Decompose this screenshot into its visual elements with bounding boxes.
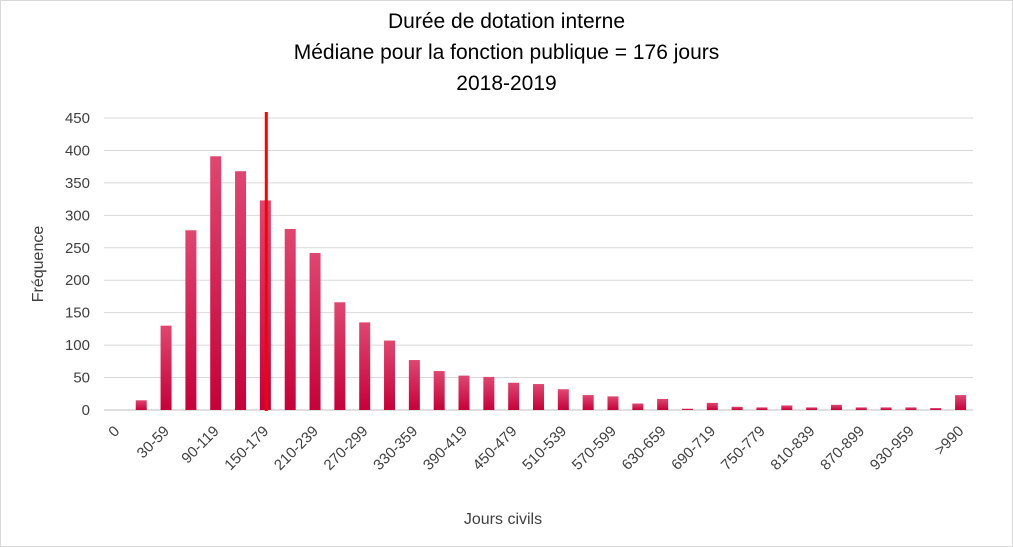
bar: 600-629: 10 xyxy=(632,403,644,410)
x-tick-label: 30-59 xyxy=(134,423,173,462)
bar: 780-809: 7 xyxy=(781,405,793,410)
x-tick-label: 750-779 xyxy=(718,423,769,474)
x-tick-label: 450-479 xyxy=(470,423,521,474)
bar: 450-479: 42 xyxy=(508,382,520,410)
y-tick-label: 50 xyxy=(73,370,90,387)
bar: 630-659: 17 xyxy=(657,398,669,410)
bar: 60-89: 277 xyxy=(185,230,197,410)
x-tick-label: 630-659 xyxy=(619,423,670,474)
x-tick-label: 0 xyxy=(105,423,123,441)
bar: 960-989: 3 xyxy=(930,408,942,410)
x-tick-label: 570-599 xyxy=(569,423,620,474)
bars: 0: 01-29: 1530-59: 13060-89: 27790-119: … xyxy=(135,156,967,410)
x-tick-label: 330-359 xyxy=(370,423,421,474)
bar: 180-209: 279 xyxy=(284,228,296,410)
y-tick-label: 450 xyxy=(65,110,90,127)
chart-title: Durée de dotation interne Médiane pour l… xyxy=(0,6,1013,99)
bar: 360-389: 60 xyxy=(433,371,445,410)
bar: 1-29: 15 xyxy=(135,400,147,410)
x-tick-label: 90-119 xyxy=(178,423,222,467)
x-tick-label: 390-419 xyxy=(420,423,471,474)
y-axis-ticks: 0 50 100 150 200 250 300 350 400 450 xyxy=(65,110,90,419)
bar: 420-449: 51 xyxy=(483,376,495,410)
bar: 270-299: 135 xyxy=(359,322,371,410)
bar: 30-59: 130 xyxy=(160,325,172,410)
bar: 900-929: 4 xyxy=(880,407,892,410)
bar: >990: 23 xyxy=(955,395,967,410)
bar: 720-749: 5 xyxy=(731,406,743,410)
bar: 750-779: 4 xyxy=(756,407,768,410)
chart-title-line-3: 2018-2019 xyxy=(456,72,557,95)
y-tick-label: 150 xyxy=(65,305,90,322)
bar: 840-869: 8 xyxy=(830,404,842,410)
bar: 930-959: 4 xyxy=(905,407,917,410)
x-tick-label: 210-239 xyxy=(271,423,322,474)
y-tick-label: 400 xyxy=(65,142,90,159)
bar: 240-269: 166 xyxy=(334,302,346,410)
x-tick-label: >990 xyxy=(931,423,967,459)
y-tick-label: 0 xyxy=(82,402,90,419)
bar: 210-239: 242 xyxy=(309,252,321,410)
y-tick-label: 100 xyxy=(65,337,90,354)
x-tick-label: 150-179 xyxy=(221,423,272,474)
bar: 330-359: 77 xyxy=(408,360,420,410)
bar: 120-149: 368 xyxy=(235,171,247,410)
bar: 90-119: 391 xyxy=(210,156,222,410)
chart-title-line-2: Médiane pour la fonction publique = 176 … xyxy=(293,41,720,64)
bar: 870-899: 4 xyxy=(855,407,867,410)
x-tick-label: 810-839 xyxy=(767,423,818,474)
x-axis-ticks: 0 30-59 90-119150-179210-239270-299330-359… xyxy=(105,423,967,474)
bar: 510-539: 32 xyxy=(557,389,569,410)
bar: 540-569: 23 xyxy=(582,395,594,410)
y-tick-label: 250 xyxy=(65,240,90,257)
x-tick-label: 690-719 xyxy=(668,423,719,474)
x-axis-title: Jours civils xyxy=(464,511,542,528)
gridlines xyxy=(104,117,973,411)
bar: 810-839: 4 xyxy=(806,407,818,410)
y-tick-label: 300 xyxy=(65,207,90,224)
x-tick-label: 930-959 xyxy=(867,423,918,474)
x-tick-label: 270-299 xyxy=(321,423,372,474)
bar: 570-599: 21 xyxy=(607,396,619,410)
bar: 690-719: 11 xyxy=(706,402,718,410)
y-tick-label: 200 xyxy=(65,272,90,289)
x-tick-label: 870-899 xyxy=(817,423,868,474)
y-axis-title: Fréquence xyxy=(30,226,47,303)
y-tick-label: 350 xyxy=(65,175,90,192)
chart-title-line-1: Durée de dotation interne xyxy=(388,10,625,33)
bar: 300-329: 107 xyxy=(384,340,396,410)
bar: 390-419: 53 xyxy=(458,375,470,410)
x-tick-label: 510-539 xyxy=(519,423,570,474)
bar: 480-509: 40 xyxy=(533,384,544,410)
bar: 660-689: 2 xyxy=(681,408,693,410)
